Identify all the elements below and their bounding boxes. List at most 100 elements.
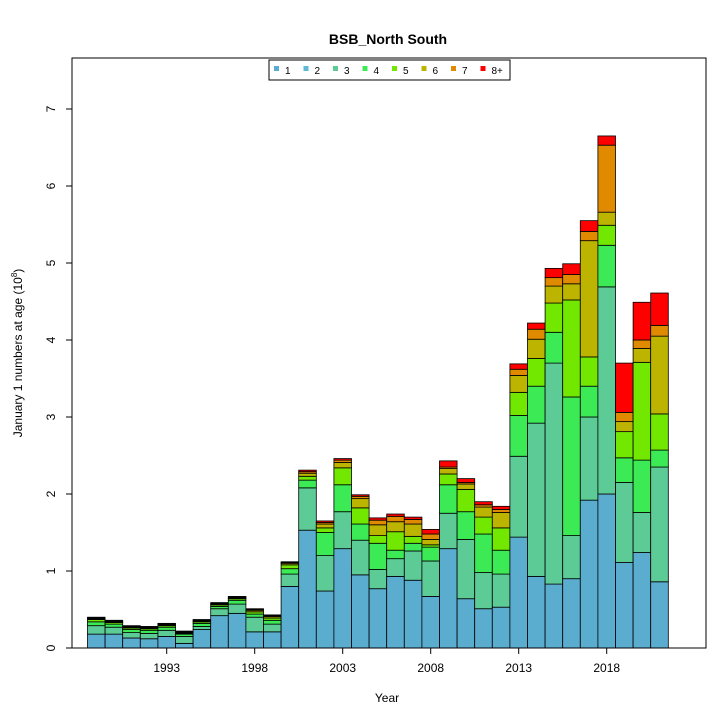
bar-segment-2016-age-8+ xyxy=(562,263,581,275)
bar-segment-1997-age-8+ xyxy=(227,596,247,598)
bar-segment-2017-age-5 xyxy=(579,356,599,387)
legend-swatch-6 xyxy=(421,66,427,71)
bar-segment-2015-age-8+ xyxy=(544,267,564,279)
bar-segment-2016-age-7 xyxy=(562,274,581,285)
bar-segment-2009-age-5 xyxy=(439,473,458,486)
bar-segment-2021-age-3 xyxy=(650,466,669,583)
y-tick-label: 7 xyxy=(44,105,58,112)
legend-label-1: 1 xyxy=(285,66,291,77)
bar-segment-2012-age-8+ xyxy=(491,505,511,510)
bar-segment-2005-age-5 xyxy=(368,535,388,544)
legend-label-8+: 8+ xyxy=(492,66,504,77)
bar-segment-2003-age-1 xyxy=(333,548,352,649)
bar-segment-2006-age-8+ xyxy=(386,513,405,517)
bar-segment-2021-age-1 xyxy=(650,581,669,649)
bar-segment-2015-age-7 xyxy=(544,277,564,287)
bar-segment-2006-age-6 xyxy=(386,521,405,533)
bar-segment-2004-age-3 xyxy=(351,539,370,576)
bar-segment-2013-age-6 xyxy=(509,375,528,393)
bar-segment-1998-age-4 xyxy=(245,613,264,618)
bar-segment-2021-age-4 xyxy=(650,449,669,468)
y-tick-label: 1 xyxy=(44,567,58,574)
bar-segment-2007-age-5 xyxy=(403,535,423,544)
bar-segment-2017-age-3 xyxy=(579,416,599,501)
legend-swatch-1 xyxy=(274,66,279,71)
bar-segment-1999-age-3 xyxy=(263,623,282,633)
bar-segment-2019-age-5 xyxy=(615,431,634,459)
bar-segment-2010-age-3 xyxy=(456,539,476,600)
bar-segment-2005-age-3 xyxy=(368,569,388,590)
bar-segment-2015-age-1 xyxy=(544,583,564,649)
bar-segment-2013-age-4 xyxy=(509,415,528,457)
bar-segment-2015-age-5 xyxy=(544,302,564,333)
bar-segment-2013-age-1 xyxy=(509,536,528,649)
bar-segment-2005-age-8+ xyxy=(368,517,388,521)
bar-segment-2002-age-5 xyxy=(315,527,335,533)
bar-segment-1995-age-3 xyxy=(192,626,212,630)
bar-segment-2016-age-3 xyxy=(562,535,581,580)
bar-segment-2006-age-4 xyxy=(386,549,405,560)
bar-segment-2001-age-8+ xyxy=(298,469,317,473)
bar-segment-2021-age-5 xyxy=(650,413,669,451)
bar-segment-2018-age-6 xyxy=(597,211,616,226)
bar-segment-2008-age-3 xyxy=(421,560,440,597)
bar-segment-1990-age-8+ xyxy=(104,619,124,622)
x-axis-label: Year xyxy=(375,691,399,705)
bar-segment-2008-age-7 xyxy=(421,533,440,540)
legend-swatch-3 xyxy=(333,66,338,71)
bar-segment-1992-age-1 xyxy=(139,638,159,649)
bar-segment-2009-age-6 xyxy=(439,468,458,475)
bar-segment-1989-age-3 xyxy=(87,625,106,635)
y-tick-label: 2 xyxy=(44,490,58,497)
bar-segment-1994-age-1 xyxy=(175,642,194,649)
bar-segment-2007-age-8+ xyxy=(403,516,423,520)
bar-segment-2018-age-1 xyxy=(597,493,616,649)
bar-segment-2010-age-8+ xyxy=(456,478,476,483)
bar-segment-2016-age-6 xyxy=(562,283,581,301)
bar-segment-2019-age-7 xyxy=(615,411,634,423)
bar-segment-1999-age-1 xyxy=(263,631,282,649)
bar-segment-1989-age-8+ xyxy=(87,616,106,619)
legend: 1 2 3 4 5 6 7 8+ xyxy=(268,59,511,81)
bar-segment-1990-age-3 xyxy=(104,626,124,635)
bar-segment-2020-age-1 xyxy=(632,552,652,649)
bar-segment-2001-age-3 xyxy=(298,487,317,531)
bar-segment-2007-age-7 xyxy=(403,519,423,525)
bar-segment-2017-age-8+ xyxy=(579,220,599,232)
bar-segment-2014-age-6 xyxy=(527,338,546,359)
bar-segment-2004-age-1 xyxy=(351,574,370,649)
y-tick-label: 3 xyxy=(44,413,58,420)
bar-segment-1997-age-1 xyxy=(227,612,247,649)
bar-segment-2020-age-5 xyxy=(632,361,652,461)
bar-segment-2006-age-5 xyxy=(386,531,405,551)
legend-label-2: 2 xyxy=(315,66,321,77)
bar-segment-1992-age-3 xyxy=(139,632,159,640)
bar-segment-2018-age-3 xyxy=(597,286,616,495)
bars-layer xyxy=(87,135,669,649)
bar-segment-2021-age-6 xyxy=(650,335,669,415)
legend-label-6: 6 xyxy=(433,66,439,77)
bar-segment-2014-age-7 xyxy=(527,328,546,340)
legend-swatch-5 xyxy=(392,66,397,71)
bar-segment-2014-age-5 xyxy=(527,358,546,387)
y-axis-label-main: January 1 numbers at age (10 xyxy=(11,277,25,437)
bar-segment-2020-age-7 xyxy=(632,339,652,349)
bar-segment-2005-age-7 xyxy=(368,519,388,526)
y-tick-label: 5 xyxy=(44,259,58,266)
bar-segment-2016-age-4 xyxy=(562,396,581,536)
y-tick-label: 0 xyxy=(44,644,58,651)
bar-segment-2019-age-8+ xyxy=(615,362,634,413)
bar-segment-2007-age-3 xyxy=(403,550,423,581)
bar-segment-2010-age-4 xyxy=(456,511,476,540)
bar-segment-2018-age-7 xyxy=(597,144,616,213)
bar-segment-2014-age-1 xyxy=(527,575,546,649)
bar-segment-2012-age-7 xyxy=(491,508,511,513)
bar-segment-1991-age-1 xyxy=(122,637,141,649)
bar-segment-1994-age-3 xyxy=(175,636,194,644)
bar-segment-2008-age-8+ xyxy=(421,529,440,535)
x-tick-label: 2008 xyxy=(417,661,444,675)
y-tick-label: 6 xyxy=(44,182,58,189)
bar-segment-1993-age-1 xyxy=(157,636,176,649)
legend-swatch-8+ xyxy=(480,66,486,71)
bar-segment-2017-age-6 xyxy=(579,240,599,358)
